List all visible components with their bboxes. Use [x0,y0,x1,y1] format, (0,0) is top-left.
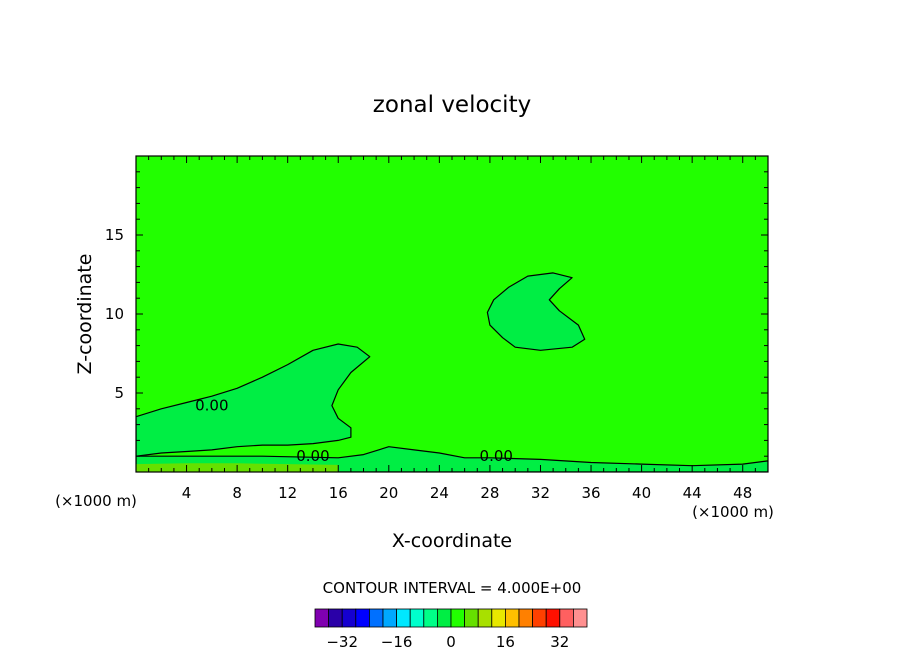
x-tick-label: 44 [683,484,702,502]
x-tick-label: 12 [278,484,297,502]
x-tick-label: 48 [733,484,752,502]
x-tick-label: 24 [430,484,449,502]
colorbar: −32 −16 0 16 32 [314,608,588,651]
colorbar-swatch [450,608,466,628]
region-upper-middle-blob [486,272,586,351]
colorbar-swatch [341,608,357,628]
colorbar-swatch [328,608,343,628]
y-axis-label: Z-coordinate [74,254,96,375]
colorbar-swatch [423,608,438,628]
x-tick-label: 20 [379,484,398,502]
colorbar-tick-label: −32 [326,633,358,651]
colorbar-swatch [518,608,534,628]
colorbar-tick-label: −16 [381,633,413,651]
contour-label: 0.00 [296,447,329,465]
colorbar-swatch [409,608,425,628]
colorbar-swatch [559,608,574,628]
region-lower-left-lobe [136,343,371,457]
colorbar-swatch [436,608,452,628]
colorbar-label: CONTOUR INTERVAL = 4.000E+00 [323,579,582,597]
colorbar-swatch [314,608,330,628]
colorbar-tick-label: 32 [550,633,569,651]
y-tick-label: 15 [105,226,124,244]
colorbar-swatch [491,608,506,628]
contour-label: 0.00 [195,397,228,415]
x-unit-right-label: (×1000 m) [692,503,774,521]
contour-label: 0.00 [480,447,513,465]
colorbar-tick-label: 0 [446,633,456,651]
x-tick-label: 28 [480,484,499,502]
colorbar-tick-label: 16 [496,633,515,651]
colorbar-swatch [477,608,493,628]
y-tick-label: 5 [114,384,124,402]
x-tick-label: 4 [182,484,192,502]
contour-fills: 0.00 0.00 0.00 [136,156,768,472]
x-axis-label: X-coordinate [392,530,512,552]
x-tick-label: 36 [581,484,600,502]
colorbar-swatch [382,608,398,628]
y-tick-label: 10 [105,305,124,323]
x-unit-left-label: (×1000 m) [55,492,137,510]
colorbar-swatch [464,608,479,628]
chart-title: zonal velocity [373,92,531,118]
colorbar-swatch [368,608,384,628]
x-tick-label: 16 [329,484,348,502]
colorbar-swatch [532,608,547,628]
colorbar-swatch [545,608,561,628]
colorbar-swatch [504,608,520,628]
colorbar-swatch [355,608,370,628]
x-tick-label: 32 [531,484,550,502]
x-tick-label: 40 [632,484,651,502]
colorbar-swatch [396,608,411,628]
colorbar-swatch [573,608,588,628]
x-tick-label: 8 [232,484,242,502]
